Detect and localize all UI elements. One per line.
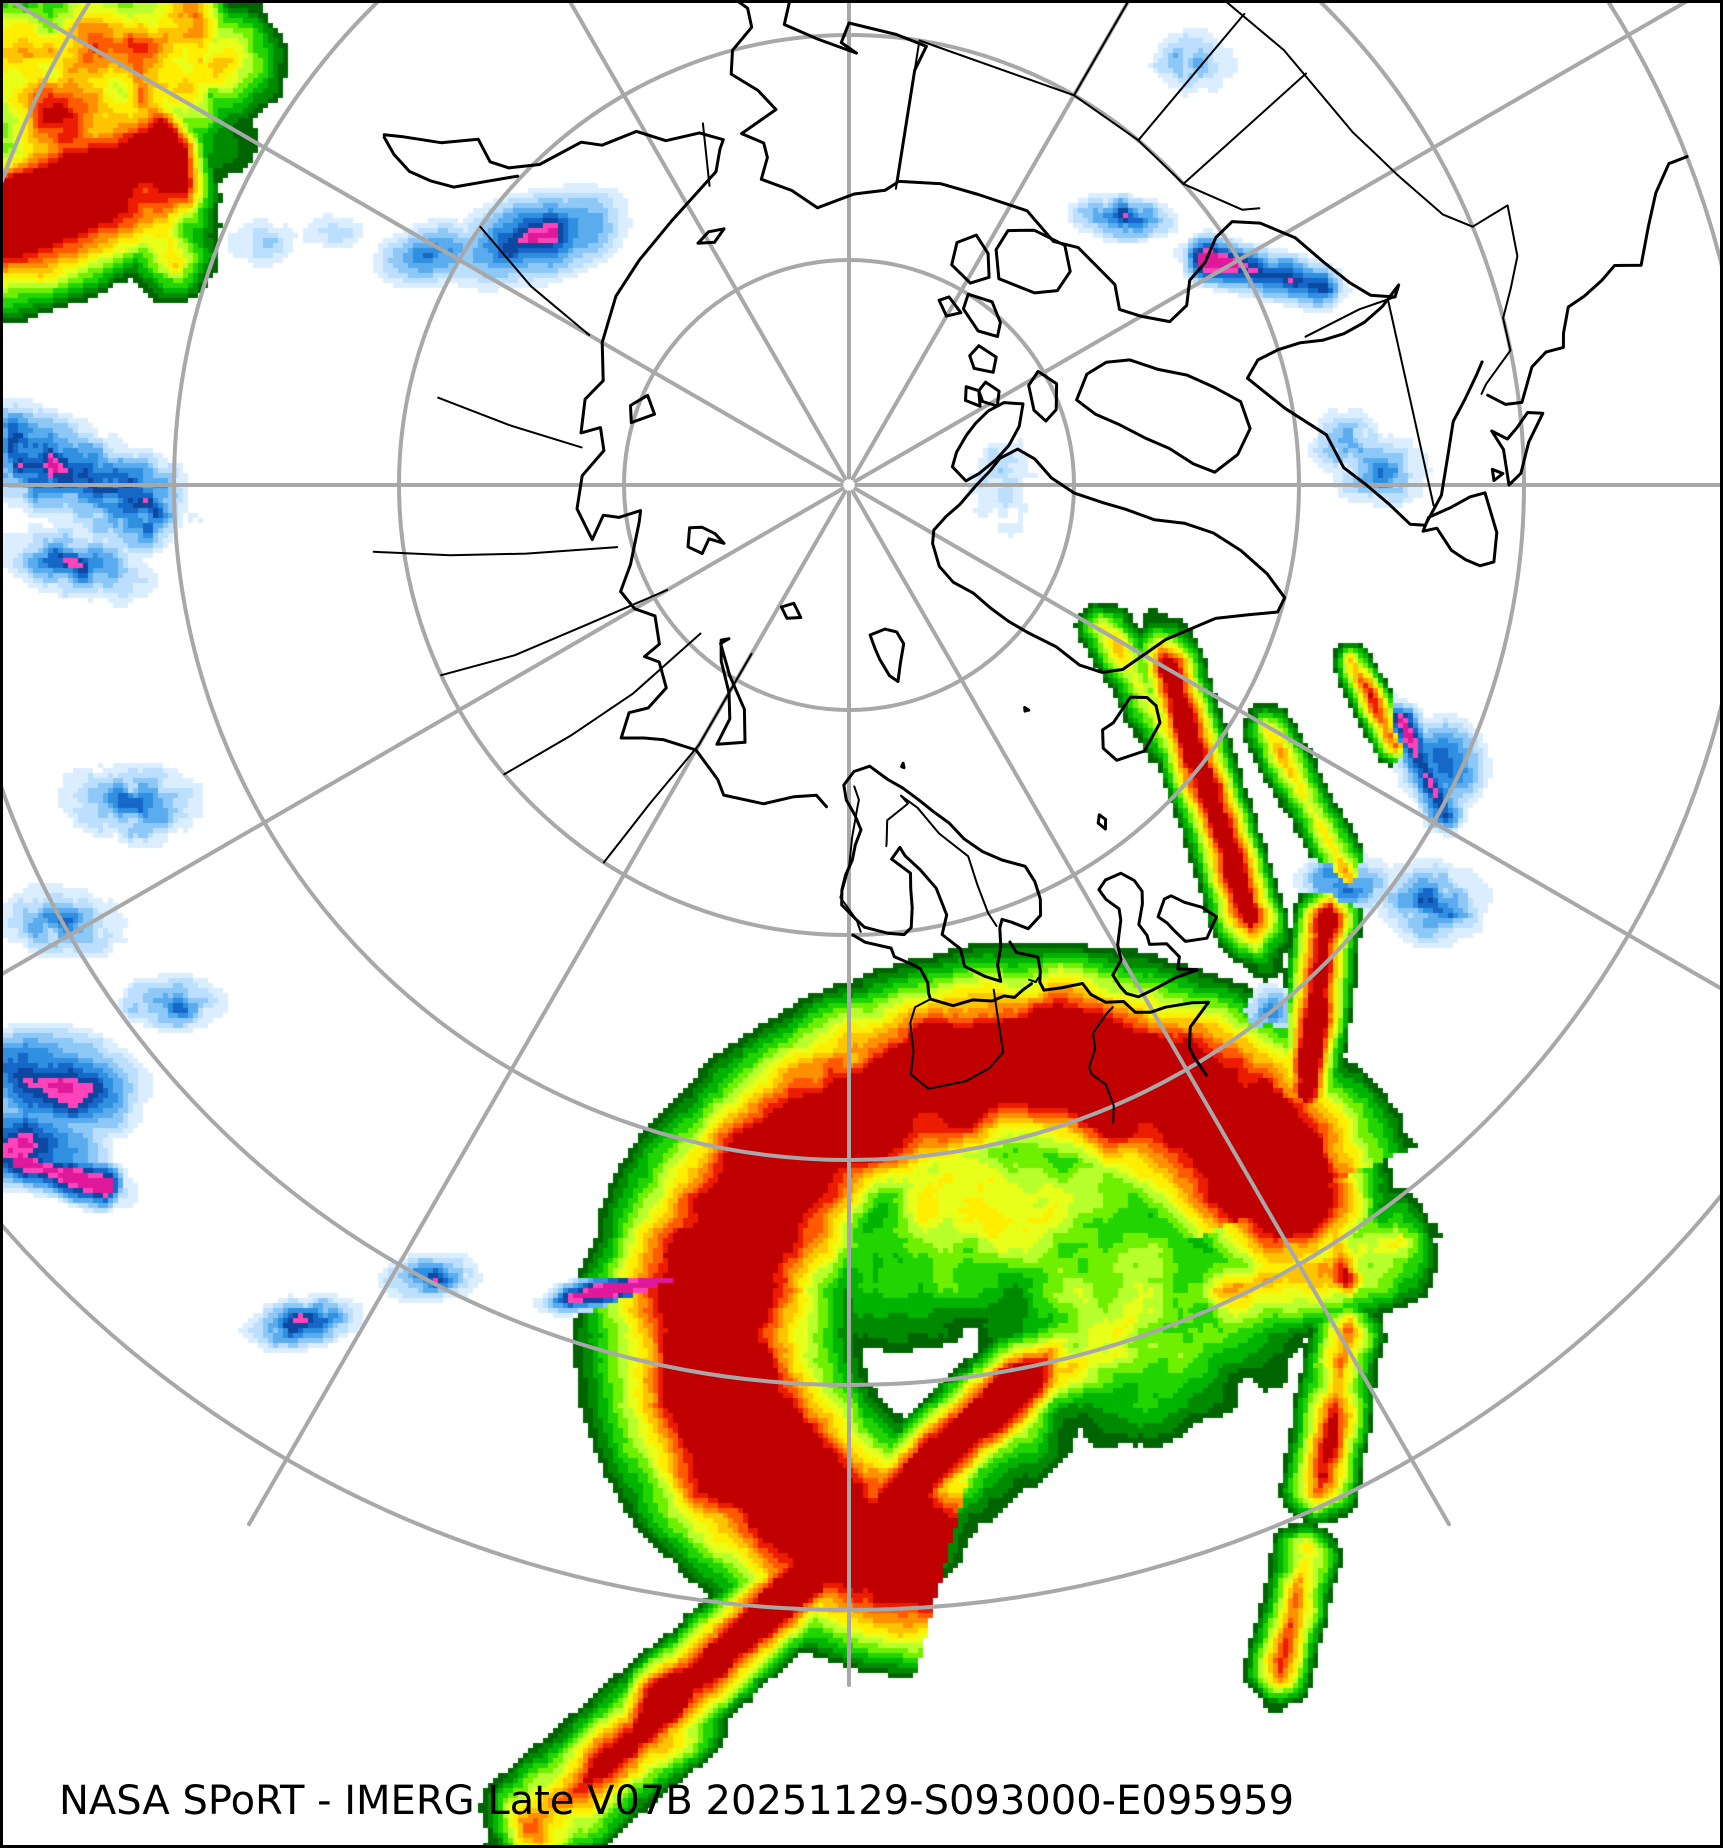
coastline-and-borders: [372, 3, 1689, 1124]
graticule-gridlines: [3, 3, 1720, 1687]
product-caption: NASA SPoRT - IMERG Late V07B 20251129-S0…: [59, 1778, 1295, 1824]
map-vector-overlay: [3, 3, 1720, 1687]
